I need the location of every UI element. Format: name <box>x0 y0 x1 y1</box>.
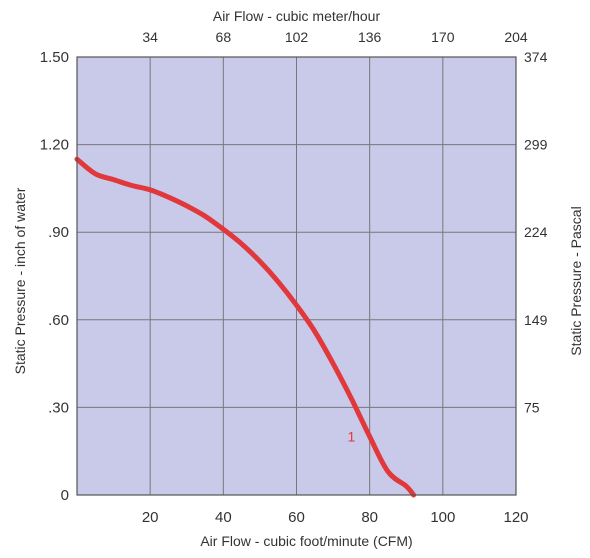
left-tick-label: 0 <box>61 487 69 504</box>
bottom-tick-label: 60 <box>288 509 305 526</box>
left-tick-label: 1.50 <box>40 49 69 66</box>
right-axis-title: Static Pressure - Pascal <box>568 206 584 355</box>
series-label-1: 1 <box>347 429 355 445</box>
left-tick-label: .90 <box>48 224 69 241</box>
top-tick-label: 136 <box>358 29 382 45</box>
left-tick-label: 1.20 <box>40 137 69 154</box>
grid <box>77 57 516 495</box>
bottom-axis-title: Air Flow - cubic foot/minute (CFM) <box>200 533 412 549</box>
top-tick-label: 102 <box>285 29 309 45</box>
series-line-1 <box>74 156 417 498</box>
bottom-tick-label: 120 <box>503 509 528 526</box>
right-tick-label: 374 <box>524 49 548 65</box>
left-tick-label: .30 <box>48 399 69 416</box>
right-tick-label: 149 <box>524 312 548 328</box>
top-tick-label: 170 <box>431 29 455 45</box>
left-tick-label: .60 <box>48 312 69 329</box>
right-tick-label: 224 <box>524 224 548 240</box>
right-tick-label: 299 <box>524 137 548 153</box>
bottom-tick-label: 20 <box>142 509 159 526</box>
bottom-tick-label: 100 <box>430 509 455 526</box>
right-tick-label: 75 <box>524 399 540 415</box>
bottom-tick-label: 40 <box>215 509 232 526</box>
bottom-tick-label: 80 <box>361 509 378 526</box>
plot-frame <box>76 56 517 496</box>
top-tick-label: 204 <box>504 29 528 45</box>
top-axis-title: Air Flow - cubic meter/hour <box>213 8 381 24</box>
left-axis-title: Static Pressure - inch of water <box>12 187 28 374</box>
top-tick-label: 68 <box>216 29 232 45</box>
top-tick-label: 34 <box>142 29 158 45</box>
